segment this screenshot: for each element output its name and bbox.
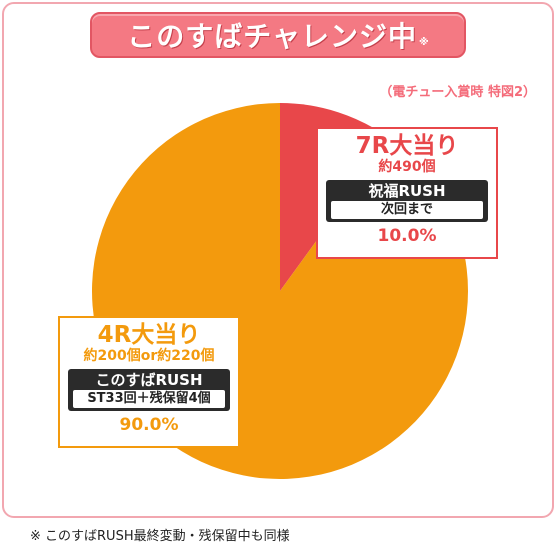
slice-label-7r: 7R大当り — [355, 133, 459, 159]
rush-box-7r: 祝福RUSH 次回まで — [326, 180, 488, 222]
chart-source-note: （電チュー入賞時 特図2） — [379, 85, 536, 100]
slice-sub-7r: 約490個 — [378, 159, 436, 175]
footnote: ※ このすばRUSH最終変動・残保留中も同様 — [30, 529, 290, 544]
rush-condition-4r: ST33回＋残保留4個 — [73, 390, 225, 408]
slice-sub-4r: 約200個or約220個 — [83, 348, 215, 364]
rush-name-7r: 祝福RUSH — [368, 182, 446, 200]
title-note-mark: ※ — [419, 37, 429, 48]
title-banner: このすばチャレンジ中 ※ — [90, 12, 466, 58]
rush-condition-7r: 次回まで — [331, 201, 483, 219]
rush-box-4r: このすばRUSH ST33回＋残保留4個 — [68, 369, 230, 411]
chart-title: このすばチャレンジ中 — [127, 20, 417, 53]
slice-value-4r: 90.0% — [119, 415, 179, 435]
callout-7r: 7R大当り 約490個 祝福RUSH 次回まで 10.0% — [316, 127, 498, 259]
slice-value-7r: 10.0% — [377, 226, 437, 246]
rush-name-4r: このすばRUSH — [95, 371, 203, 389]
callout-4r: 4R大当り 約200個or約220個 このすばRUSH ST33回＋残保留4個 … — [58, 316, 240, 448]
slice-label-4r: 4R大当り — [97, 322, 201, 348]
